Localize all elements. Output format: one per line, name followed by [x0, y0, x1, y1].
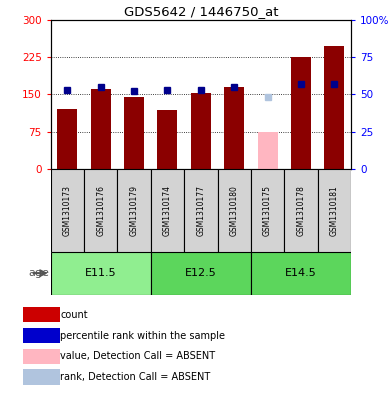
Bar: [117, 169, 151, 252]
Bar: [84, 169, 117, 252]
Text: count: count: [60, 310, 88, 320]
Text: E14.5: E14.5: [285, 268, 317, 278]
Text: rank, Detection Call = ABSENT: rank, Detection Call = ABSENT: [60, 372, 211, 382]
Text: GSM1310173: GSM1310173: [63, 185, 72, 236]
Bar: [23, 307, 60, 323]
Text: GSM1310176: GSM1310176: [96, 185, 105, 236]
Text: age: age: [28, 268, 49, 278]
Bar: [158, 110, 177, 169]
Text: percentile rank within the sample: percentile rank within the sample: [60, 331, 225, 341]
Bar: [251, 252, 351, 295]
Text: GSM1310174: GSM1310174: [163, 185, 172, 236]
Text: GSM1310179: GSM1310179: [129, 185, 138, 236]
Text: value, Detection Call = ABSENT: value, Detection Call = ABSENT: [60, 351, 215, 362]
Text: GSM1310178: GSM1310178: [296, 185, 305, 236]
Bar: [284, 169, 317, 252]
Bar: [51, 169, 84, 252]
Bar: [218, 169, 251, 252]
Bar: [191, 93, 211, 169]
Text: GSM1310175: GSM1310175: [263, 185, 272, 236]
Bar: [23, 349, 60, 364]
Bar: [184, 169, 218, 252]
Text: E11.5: E11.5: [85, 268, 117, 278]
Bar: [291, 57, 311, 169]
Bar: [23, 328, 60, 343]
Title: GDS5642 / 1446750_at: GDS5642 / 1446750_at: [124, 6, 278, 18]
Bar: [317, 169, 351, 252]
Text: GSM1310180: GSM1310180: [230, 185, 239, 236]
Bar: [324, 46, 344, 169]
Bar: [51, 252, 151, 295]
Bar: [224, 87, 244, 169]
Bar: [124, 97, 144, 169]
Bar: [257, 132, 278, 169]
Text: E12.5: E12.5: [185, 268, 217, 278]
Bar: [91, 89, 111, 169]
Text: GSM1310181: GSM1310181: [330, 185, 339, 236]
Text: GSM1310177: GSM1310177: [196, 185, 206, 236]
Bar: [57, 109, 77, 169]
Bar: [251, 169, 284, 252]
Bar: [23, 369, 60, 385]
Bar: [151, 252, 251, 295]
Bar: [151, 169, 184, 252]
